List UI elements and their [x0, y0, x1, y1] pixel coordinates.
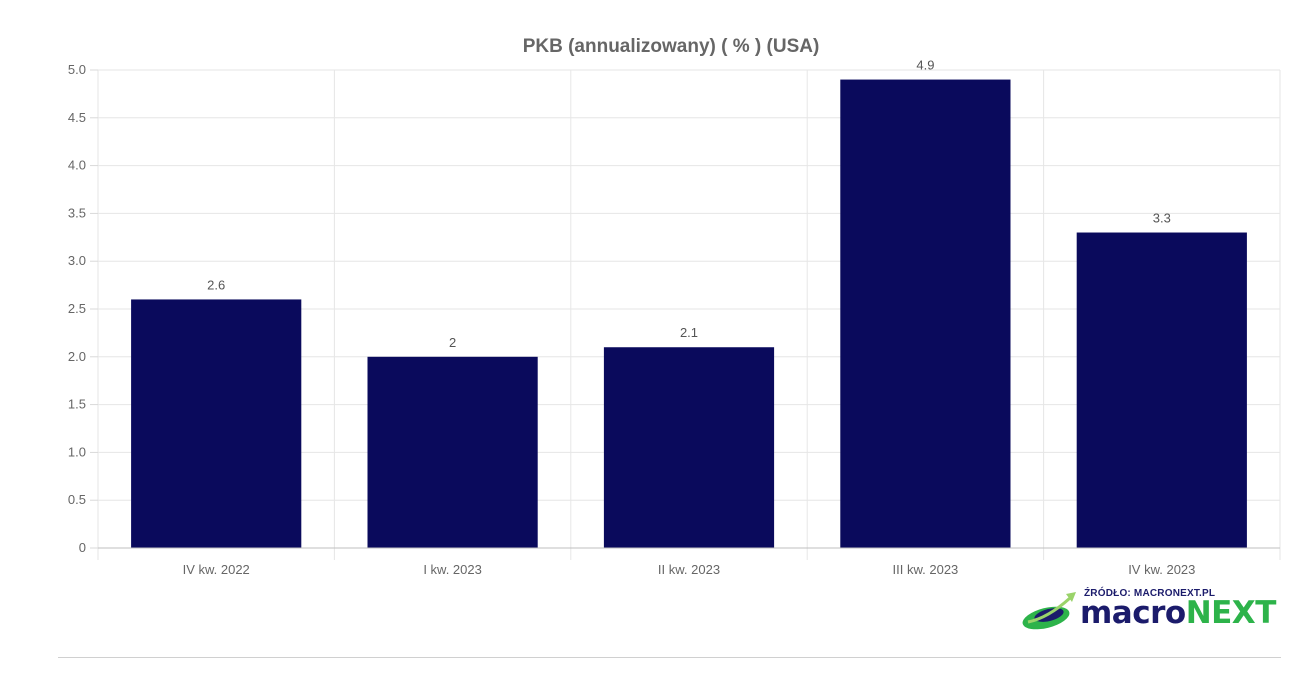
macronext-logo: ŹRÓDŁO: MACRONEXT.PL macroNEXT — [1018, 584, 1276, 636]
x-tick-label: I kw. 2023 — [423, 562, 482, 577]
y-axis-ticks: 0 0.5 1.0 1.5 2.0 2.5 3.0 3.5 4.0 4.5 5.0 — [68, 62, 98, 555]
y-tick-label: 0 — [79, 540, 86, 555]
logo-wordmark: macroNEXT — [1080, 596, 1276, 630]
bar-value-label: 2.1 — [680, 325, 698, 340]
bar — [131, 299, 302, 548]
y-tick-label: 1.0 — [68, 444, 86, 459]
logo-word-next: NEXT — [1185, 595, 1277, 631]
bar — [840, 79, 1011, 548]
bar — [603, 347, 775, 548]
logo-swoosh-icon — [1022, 592, 1076, 630]
logo-source-text: ŹRÓDŁO: MACRONEXT.PL — [1084, 588, 1216, 599]
bar-value-label: 2 — [449, 335, 456, 350]
y-tick-label: 2.5 — [68, 301, 86, 316]
bar — [367, 356, 538, 548]
y-tick-label: 1.5 — [68, 397, 86, 412]
bar — [1076, 232, 1247, 548]
bars — [131, 79, 1247, 548]
chart-title: PKB (annualizowany) ( % ) (USA) — [523, 36, 820, 57]
x-tick-label: IV kw. 2023 — [1128, 562, 1195, 577]
x-tick-label: II kw. 2023 — [658, 562, 720, 577]
y-tick-label: 4.0 — [68, 158, 86, 173]
bottom-divider — [58, 657, 1281, 658]
x-tick-label: III kw. 2023 — [893, 562, 959, 577]
logo-word-macro: macro — [1080, 595, 1186, 631]
y-tick-label: 4.5 — [68, 110, 86, 125]
x-tick-label: IV kw. 2022 — [183, 562, 250, 577]
y-tick-label: 0.5 — [68, 492, 86, 507]
x-axis-ticks: IV kw. 2022 I kw. 2023 II kw. 2023 III kw. … — [183, 562, 1196, 577]
y-tick-label: 3.5 — [68, 205, 86, 220]
y-tick-label: 2.0 — [68, 349, 86, 364]
data-labels: 2.6 2 2.1 4.9 3.3 — [207, 58, 1171, 350]
y-tick-label: 3.0 — [68, 253, 86, 268]
bar-value-label: 2.6 — [207, 277, 225, 292]
bar-value-label: 3.3 — [1153, 211, 1171, 226]
y-tick-label: 5.0 — [68, 62, 86, 77]
bar-value-label: 4.9 — [916, 58, 934, 73]
